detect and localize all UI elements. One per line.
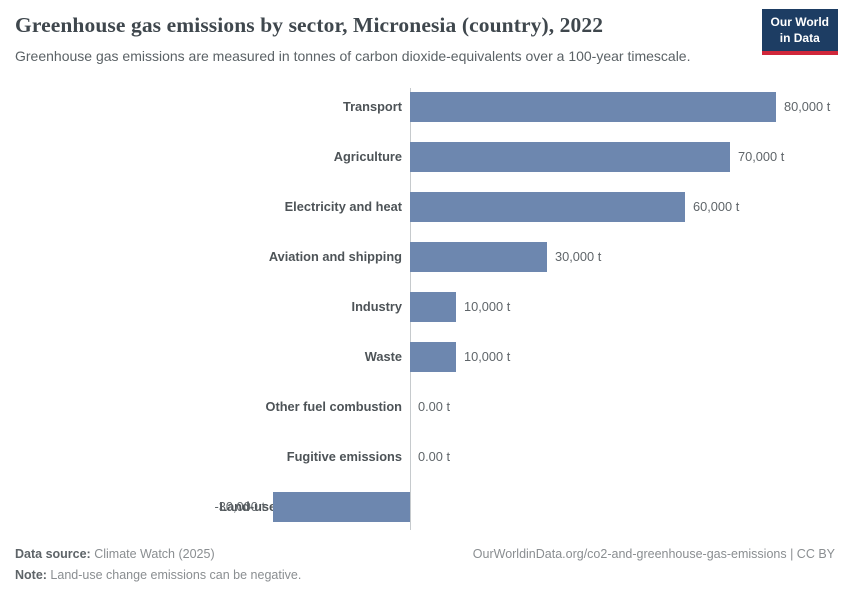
category-label: Waste [364, 349, 402, 364]
owid-logo[interactable]: Our World in Data [761, 9, 838, 56]
bar-row: Fugitive emissions 0.00 t [0, 432, 850, 482]
bar-value: 70,000 t [738, 149, 785, 164]
bar-value: 10,000 t [464, 349, 511, 364]
data-source-line: Data source: Climate Watch (2025) [15, 544, 835, 565]
bar-value: -30,000 t [214, 499, 265, 514]
bar[interactable] [410, 242, 547, 272]
bar-row: Agriculture 70,000 t [0, 132, 850, 182]
bar[interactable] [410, 92, 776, 122]
bar-row: Land-use change and forestry-30,000 t [0, 482, 850, 532]
category-label: Agriculture [333, 149, 402, 164]
bar-row: Aviation and shipping 30,000 t [0, 232, 850, 282]
note-value: Land-use change emissions can be negativ… [46, 568, 302, 582]
bar[interactable] [410, 142, 730, 172]
page-title: Greenhouse gas emissions by sector, Micr… [15, 13, 604, 37]
note-label: Note: [15, 568, 47, 582]
data-source-label: Data source: [15, 547, 91, 561]
note-line: Note: Land-use change emissions can be n… [15, 565, 835, 586]
bar[interactable] [410, 292, 456, 322]
bar-row: Other fuel combustion 0.00 t [0, 382, 850, 432]
bar-value: 60,000 t [693, 199, 740, 214]
data-source-value: Climate Watch (2025) [90, 547, 215, 561]
category-label: Transport [342, 99, 402, 114]
category-label: Fugitive emissions [286, 449, 402, 464]
bar-value: 0.00 t [418, 399, 451, 414]
bar-value: 30,000 t [555, 249, 602, 264]
category-label: Industry [351, 299, 402, 314]
chart-footer: Data source: Climate Watch (2025) Note: … [15, 544, 835, 586]
category-label: Other fuel combustion [265, 399, 402, 414]
bar-row: Waste 10,000 t [0, 332, 850, 382]
bar-row: Industry 10,000 t [0, 282, 850, 332]
origin-url[interactable]: OurWorldinData.org/co2-and-greenhouse-ga… [472, 547, 835, 561]
bar[interactable] [410, 342, 456, 372]
bar[interactable] [273, 492, 410, 522]
chart-subtitle: Greenhouse gas emissions are measured in… [15, 48, 691, 64]
owid-logo-line2: in Data [779, 30, 820, 45]
bar-value: 80,000 t [784, 99, 831, 114]
category-label: Aviation and shipping [268, 249, 402, 264]
bar-value: 10,000 t [464, 299, 511, 314]
bar-value: 0.00 t [418, 449, 451, 464]
category-label: Electricity and heat [284, 199, 402, 214]
bar-chart: Transport 80,000 t Agriculture 70,000 t Elec… [0, 82, 850, 532]
owid-logo-line1: Our World [770, 15, 829, 29]
bar-row: Transport 80,000 t [0, 82, 850, 132]
bar-row: Electricity and heat 60,000 t [0, 182, 850, 232]
bar[interactable] [410, 192, 685, 222]
chart-header: Greenhouse gas emissions by sector, Micr… [15, 13, 750, 64]
